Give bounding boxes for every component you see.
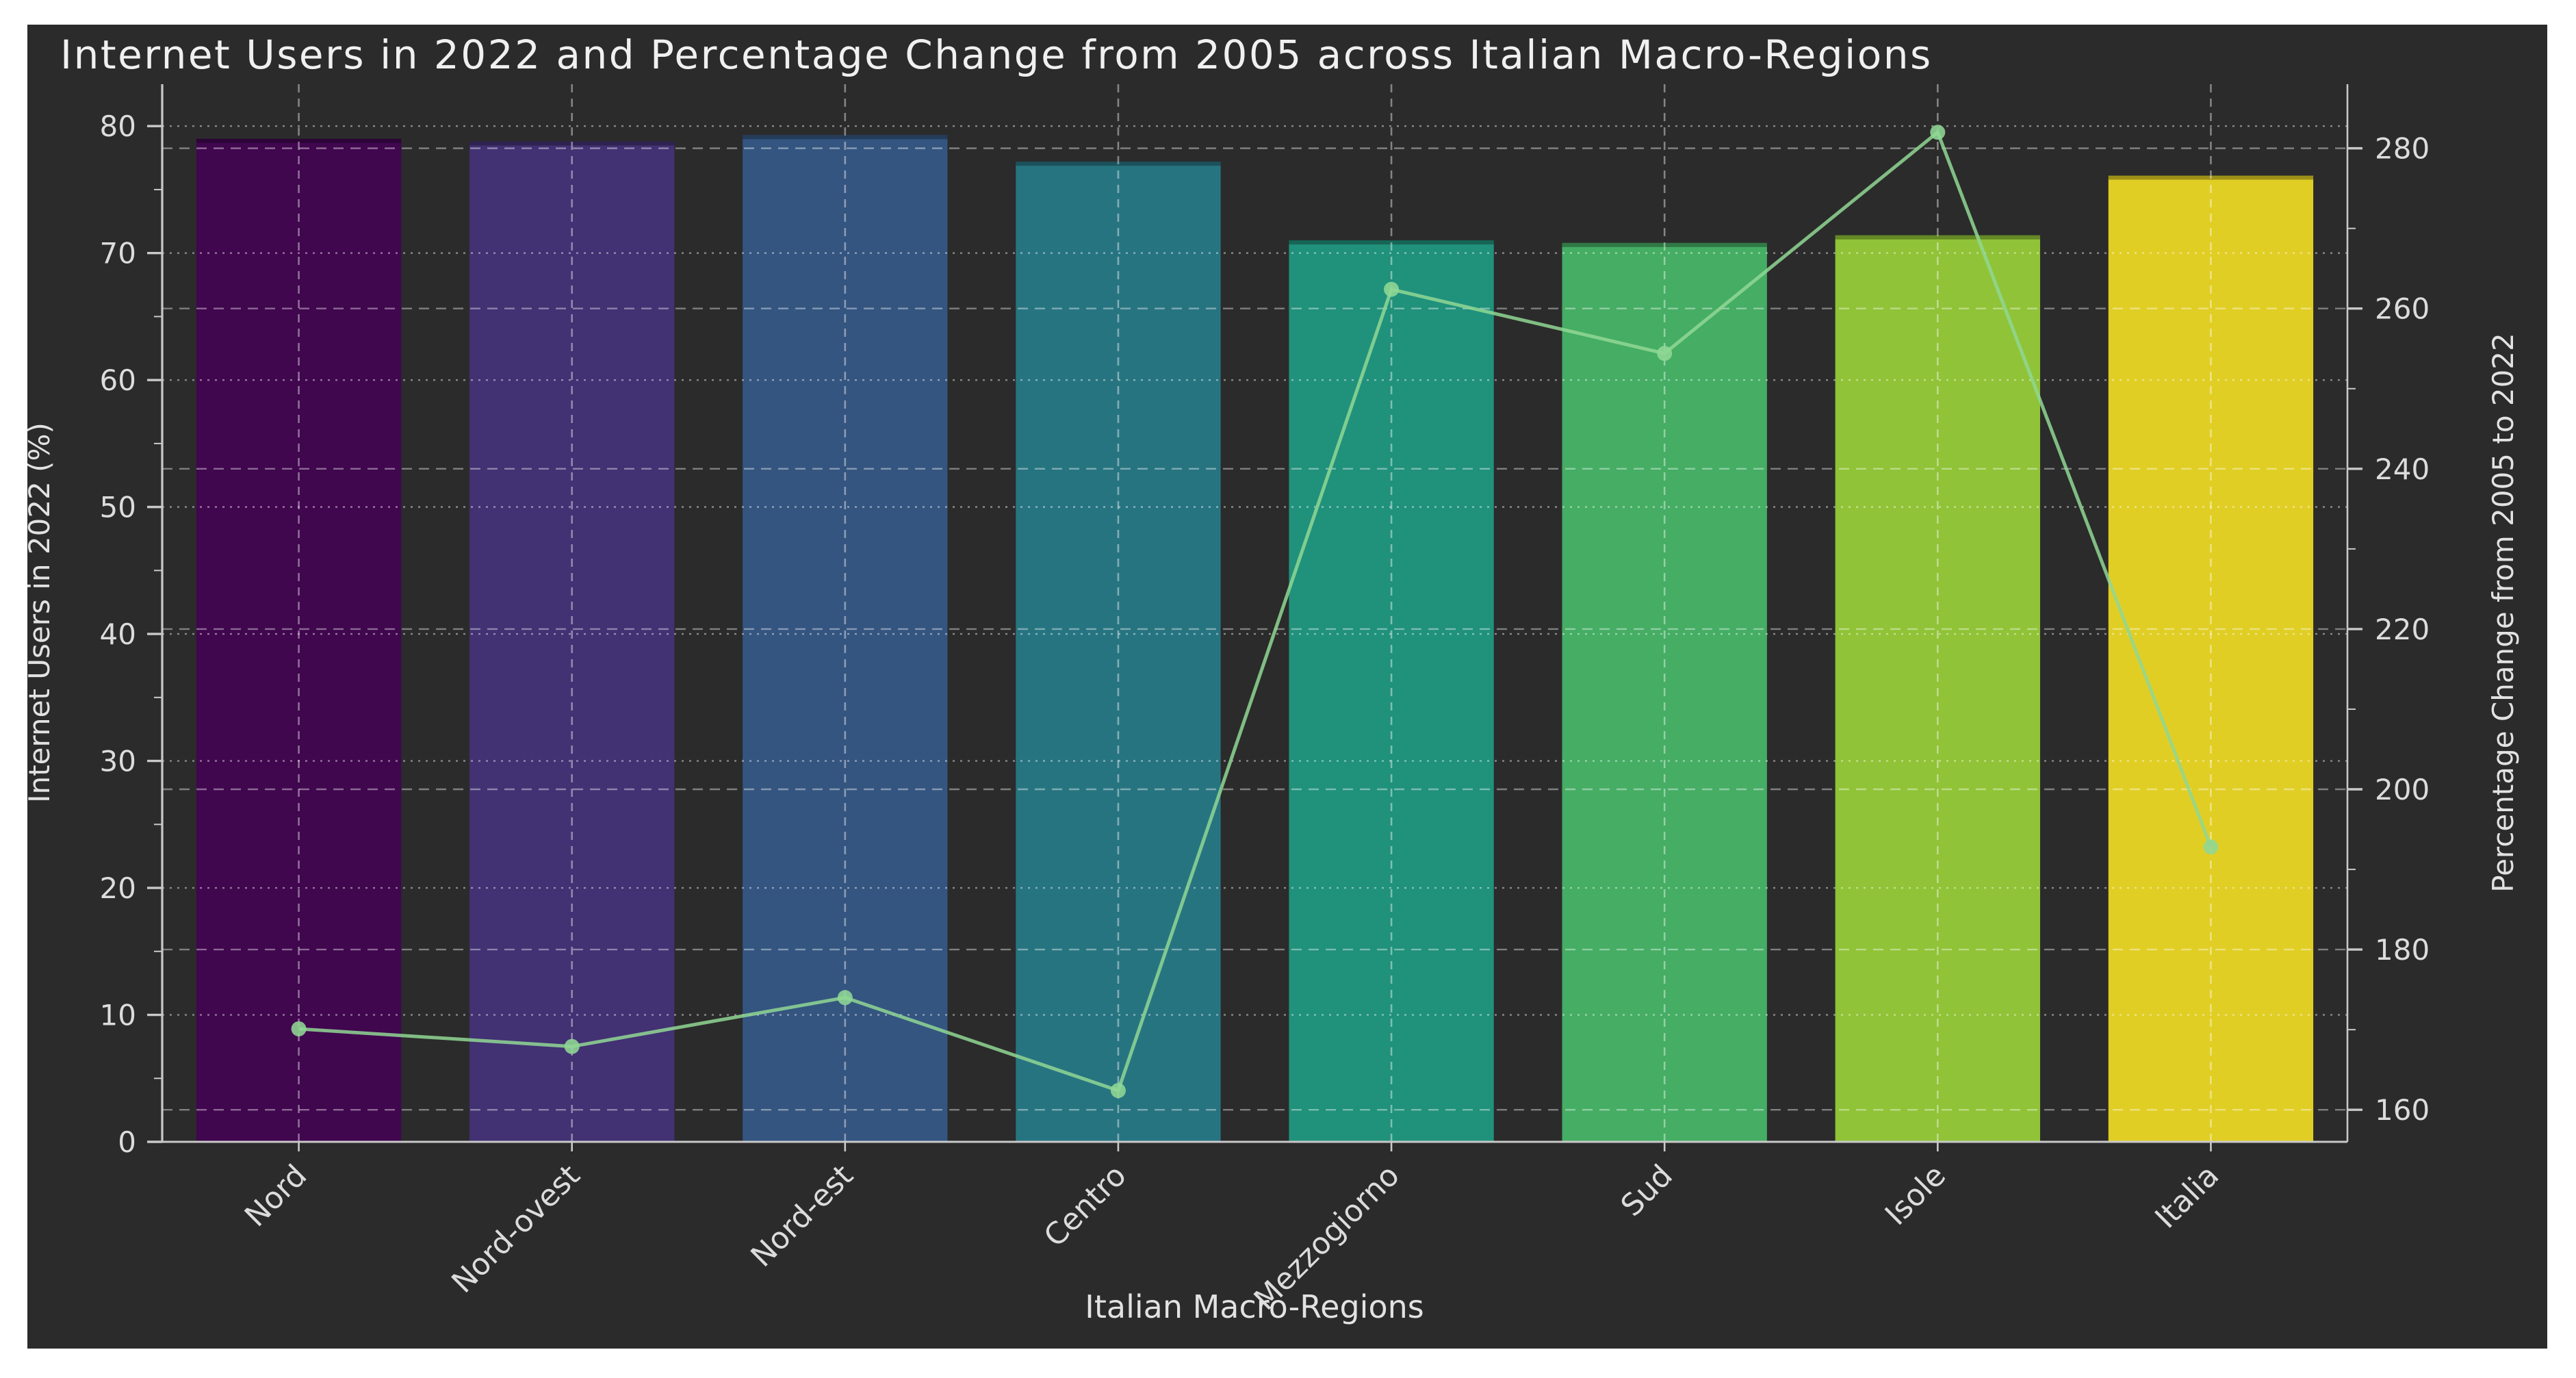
left-tick-label-10: 10: [100, 999, 136, 1032]
bar-Nord: [196, 138, 402, 1142]
line-point-Italia: [2203, 839, 2219, 855]
line-point-Nord-ovest: [564, 1038, 580, 1054]
right-tick-label-260: 260: [2375, 292, 2430, 326]
pct-change-line: [298, 130, 2213, 1093]
right-tick-label-160: 160: [2375, 1093, 2430, 1127]
axes-layer: [147, 84, 2362, 1151]
left-tick-label-70: 70: [100, 237, 136, 270]
right-tick-label-180: 180: [2375, 933, 2430, 967]
bar-Centro: [1016, 162, 1221, 1142]
right-tick-label-240: 240: [2375, 452, 2430, 486]
left-tick-label-60: 60: [100, 363, 136, 397]
bar-Isole: [1835, 235, 2040, 1142]
bar-Sud: [1562, 242, 1767, 1142]
bar-Nord-est: [743, 135, 948, 1142]
x-axis-label: Italian Macro-Regions: [1085, 1288, 1424, 1325]
line-point-Mezzogiorno: [1384, 281, 1400, 297]
bar-Mezzogiorno: [1289, 240, 1494, 1142]
static-labels: Internet Users in 2022 and Percentage Ch…: [23, 31, 2520, 1325]
right-tick-label-280: 280: [2375, 132, 2430, 166]
left-tick-label-30: 30: [100, 745, 136, 778]
bar-Italia: [2108, 175, 2314, 1143]
right-tick-label-200: 200: [2375, 773, 2430, 806]
line-point-Sud: [1657, 346, 1673, 361]
line-point-Centro: [1110, 1083, 1126, 1099]
left-tick-label-0: 0: [118, 1125, 136, 1159]
line-point-Nord: [291, 1021, 307, 1036]
left-axis-label: Internet Users in 2022 (%): [23, 422, 56, 803]
line-layer: [291, 125, 2219, 1099]
bars-layer: [196, 135, 2314, 1143]
chart-title: Internet Users in 2022 and Percentage Ch…: [60, 31, 1933, 78]
line-point-Nord-est: [837, 990, 853, 1006]
right-tick-label-220: 220: [2375, 613, 2430, 646]
grid-layer: [162, 84, 2347, 1142]
left-tick-label-80: 80: [100, 110, 136, 143]
line-point-Isole: [1930, 125, 1946, 140]
left-tick-label-50: 50: [100, 491, 136, 524]
left-tick-label-40: 40: [100, 617, 136, 651]
bar-Nord-ovest: [469, 141, 675, 1142]
right-axis-label: Percentage Change from 2005 to 2022: [2486, 333, 2520, 893]
left-tick-label-20: 20: [100, 871, 136, 905]
